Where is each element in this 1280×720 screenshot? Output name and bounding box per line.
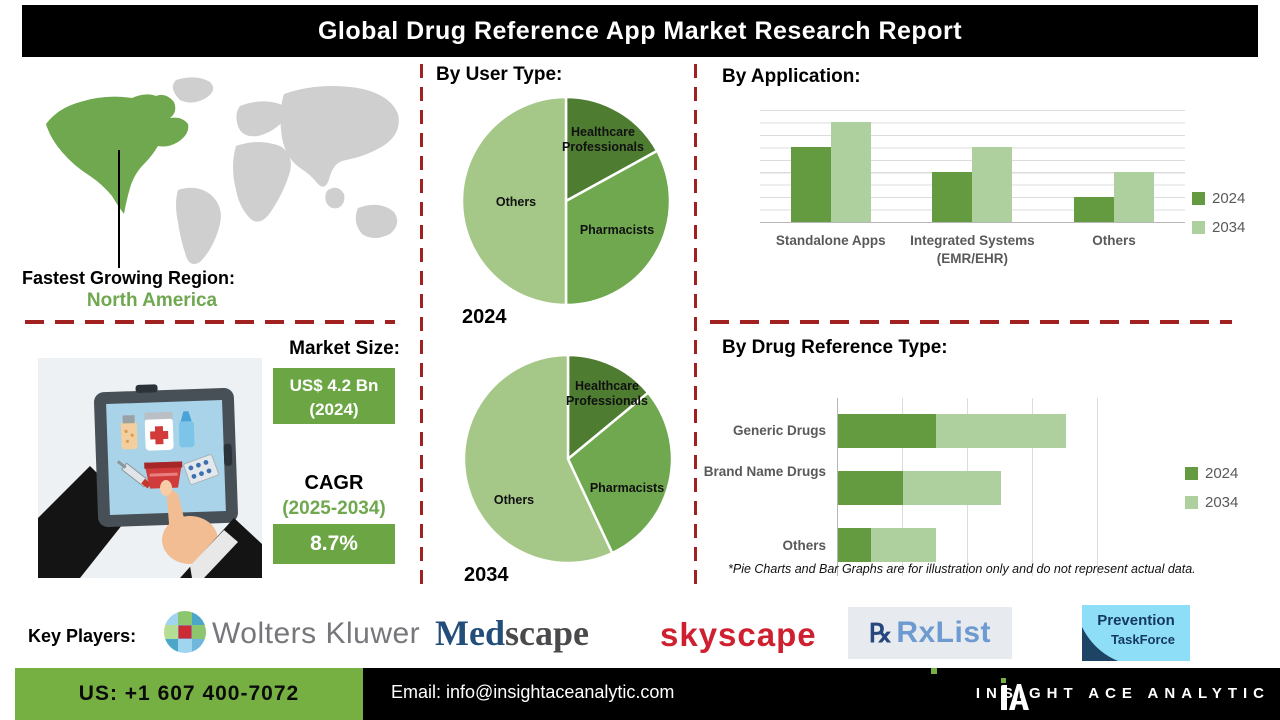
legend-swatch-2024 (1192, 192, 1205, 205)
rx-icon: ℞ (869, 617, 893, 648)
divider-right-horizontal (710, 320, 1232, 324)
region-value: North America (86, 290, 218, 311)
page-title: Global Drug Reference App Market Researc… (317, 16, 963, 45)
x-label-integrated: Integrated Systems (EMR/EHR) (910, 233, 1035, 266)
map-pointer-line (118, 150, 120, 268)
market-size-year: (2024) (309, 400, 359, 419)
application-chart-plot (760, 110, 1185, 223)
market-size-amount: US$ 4.2 Bn (289, 376, 379, 395)
map-continents (172, 77, 399, 264)
pie-2034-chart (462, 353, 674, 565)
x-label-standalone: Standalone Apps (775, 233, 886, 248)
application-legend: 2024 2034 (1192, 190, 1245, 236)
bar-group-standalone (760, 110, 902, 222)
tablet (94, 384, 238, 528)
pie-2024-label-others: Others (495, 195, 537, 209)
region-label: Fastest Growing Region: (22, 268, 236, 288)
cagr-value: 8.7% (273, 524, 395, 564)
h-label-generic: Generic Drugs (732, 423, 826, 438)
legend-2024: 2024 (1212, 190, 1246, 207)
drug-reference-chart: Generic Drugs Brand Name Drugs Others 20… (700, 390, 1240, 580)
prevention-taskforce-logo: Prevention TaskForce (1082, 605, 1190, 661)
medscape-logo: Medscape (435, 613, 589, 653)
world-map (46, 77, 399, 264)
application-heading: By Application: (722, 66, 861, 87)
pie-2024-label-hp: Healthcare Professionals (562, 125, 644, 154)
insight-ace-logo-icon (1001, 678, 1029, 710)
pie-2034-label-hp: Healthcare Professionals (566, 379, 648, 408)
market-size-value: US$ 4.2 Bn (2024) (273, 368, 395, 424)
skyscape-logo: skyscape (660, 616, 817, 653)
wolters-kluwer-logo: Wolters Kluwer (212, 617, 421, 650)
rxlist-logo: ℞ RxList (848, 607, 1012, 659)
pie-2024: Healthcare Professionals Pharmacists Oth… (458, 93, 674, 309)
map-north-america (46, 94, 189, 214)
pie-2024-year: 2024 (462, 306, 507, 328)
title-bar: Global Drug Reference App Market Researc… (22, 5, 1258, 57)
ptf-corner-shape (1082, 627, 1118, 661)
pie-2024-label-pharmacists: Pharmacists (579, 223, 655, 237)
legend-swatch-2034 (1192, 221, 1205, 234)
legend-2034: 2034 (1205, 494, 1239, 511)
wolters-kluwer-icon (164, 611, 206, 653)
h-label-others: Others (782, 538, 826, 553)
footer-phone-block: US: +1 607 400-7072 (15, 668, 363, 720)
x-label-others: Others (1092, 233, 1136, 248)
phone-number: US: +1 607 400-7072 (78, 682, 300, 705)
brand-name: INSIGHT ACE ANALYTIC (975, 685, 1270, 702)
legend-swatch-2034 (1185, 496, 1198, 509)
legend-swatch-2024 (1185, 467, 1198, 480)
drug-reference-heading: By Drug Reference Type: (722, 337, 948, 358)
h-bar-others (838, 528, 936, 562)
footer-black-bar: Email: info@insightaceanalytic.com INSIG… (363, 668, 1280, 720)
market-size-heading: Market Size: (289, 338, 400, 359)
h-bar-brand (838, 471, 1001, 505)
drug-reference-legend: 2024 2034 (1185, 465, 1238, 511)
divider-left-horizontal (25, 320, 395, 324)
h-label-brand: Brand Name Drugs (703, 464, 826, 479)
cuff (190, 530, 238, 578)
cagr-label: CAGR (304, 472, 364, 494)
pointing-hand (160, 480, 262, 578)
tablet-illustration (38, 358, 262, 578)
key-players-label: Key Players: (28, 626, 137, 646)
bar-group-integrated (902, 110, 1044, 222)
pie-2024-chart (460, 95, 672, 307)
divider-vertical-left (420, 64, 423, 586)
email-address: Email: info@insightaceanalytic.com (391, 682, 675, 702)
cagr-period: (2025-2034) (282, 498, 386, 519)
pie-2034-year: 2034 (464, 564, 509, 586)
divider-vertical-right (694, 64, 697, 586)
legend-2024: 2024 (1205, 465, 1239, 482)
pie-2034-label-others: Others (493, 493, 535, 507)
brand-green-dot (931, 668, 937, 674)
h-bar-generic (838, 414, 1066, 448)
footnote: *Pie Charts and Bar Graphs are for illus… (728, 562, 1196, 576)
user-type-heading: By User Type: (436, 64, 563, 85)
pie-2034-label-pharmacists: Pharmacists (589, 481, 665, 495)
application-x-labels: Standalone Apps Integrated Systems (EMR/… (760, 232, 1185, 268)
bar-group-others (1043, 110, 1185, 222)
legend-2034: 2034 (1212, 219, 1246, 236)
pie-2034: Healthcare Professionals Pharmacists Oth… (460, 351, 676, 567)
